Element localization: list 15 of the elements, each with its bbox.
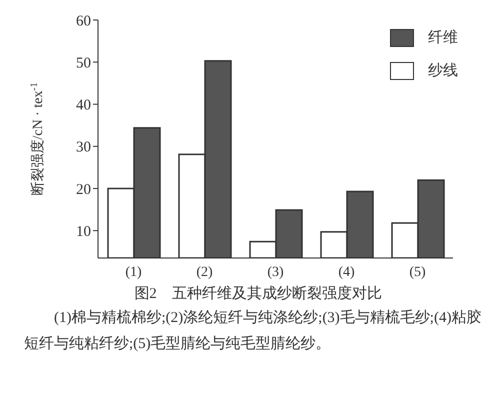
x-tick-label: (5) bbox=[409, 264, 426, 280]
x-tick-label: (2) bbox=[196, 264, 213, 280]
legend-label: 纱线 bbox=[428, 62, 458, 80]
y-tick-label: 20 bbox=[76, 182, 91, 198]
y-tick-label: 30 bbox=[76, 140, 91, 156]
x-tick-label: (1) bbox=[125, 264, 142, 280]
text: 图2 五种纤维及其成纱断裂强度对比 bbox=[133, 284, 383, 303]
y-tick-label: 60 bbox=[76, 13, 91, 30]
y-tick-label: 40 bbox=[76, 98, 91, 114]
text: (1)棉与精梳棉纱;(2)涤纶短纤与纯涤纶纱;(3)毛与精梳毛纱;(4)粘胶短纤与纯粘纤纱;(5)毛型腈纶与纯毛型腈纶纱。 bbox=[23, 308, 482, 354]
y-tick-label: 10 bbox=[76, 224, 91, 240]
legend-label: 纤维 bbox=[428, 28, 458, 47]
x-tick-label: (4) bbox=[338, 264, 355, 280]
x-tick-label: (3) bbox=[267, 264, 284, 280]
y-tick-label: 50 bbox=[76, 55, 91, 72]
